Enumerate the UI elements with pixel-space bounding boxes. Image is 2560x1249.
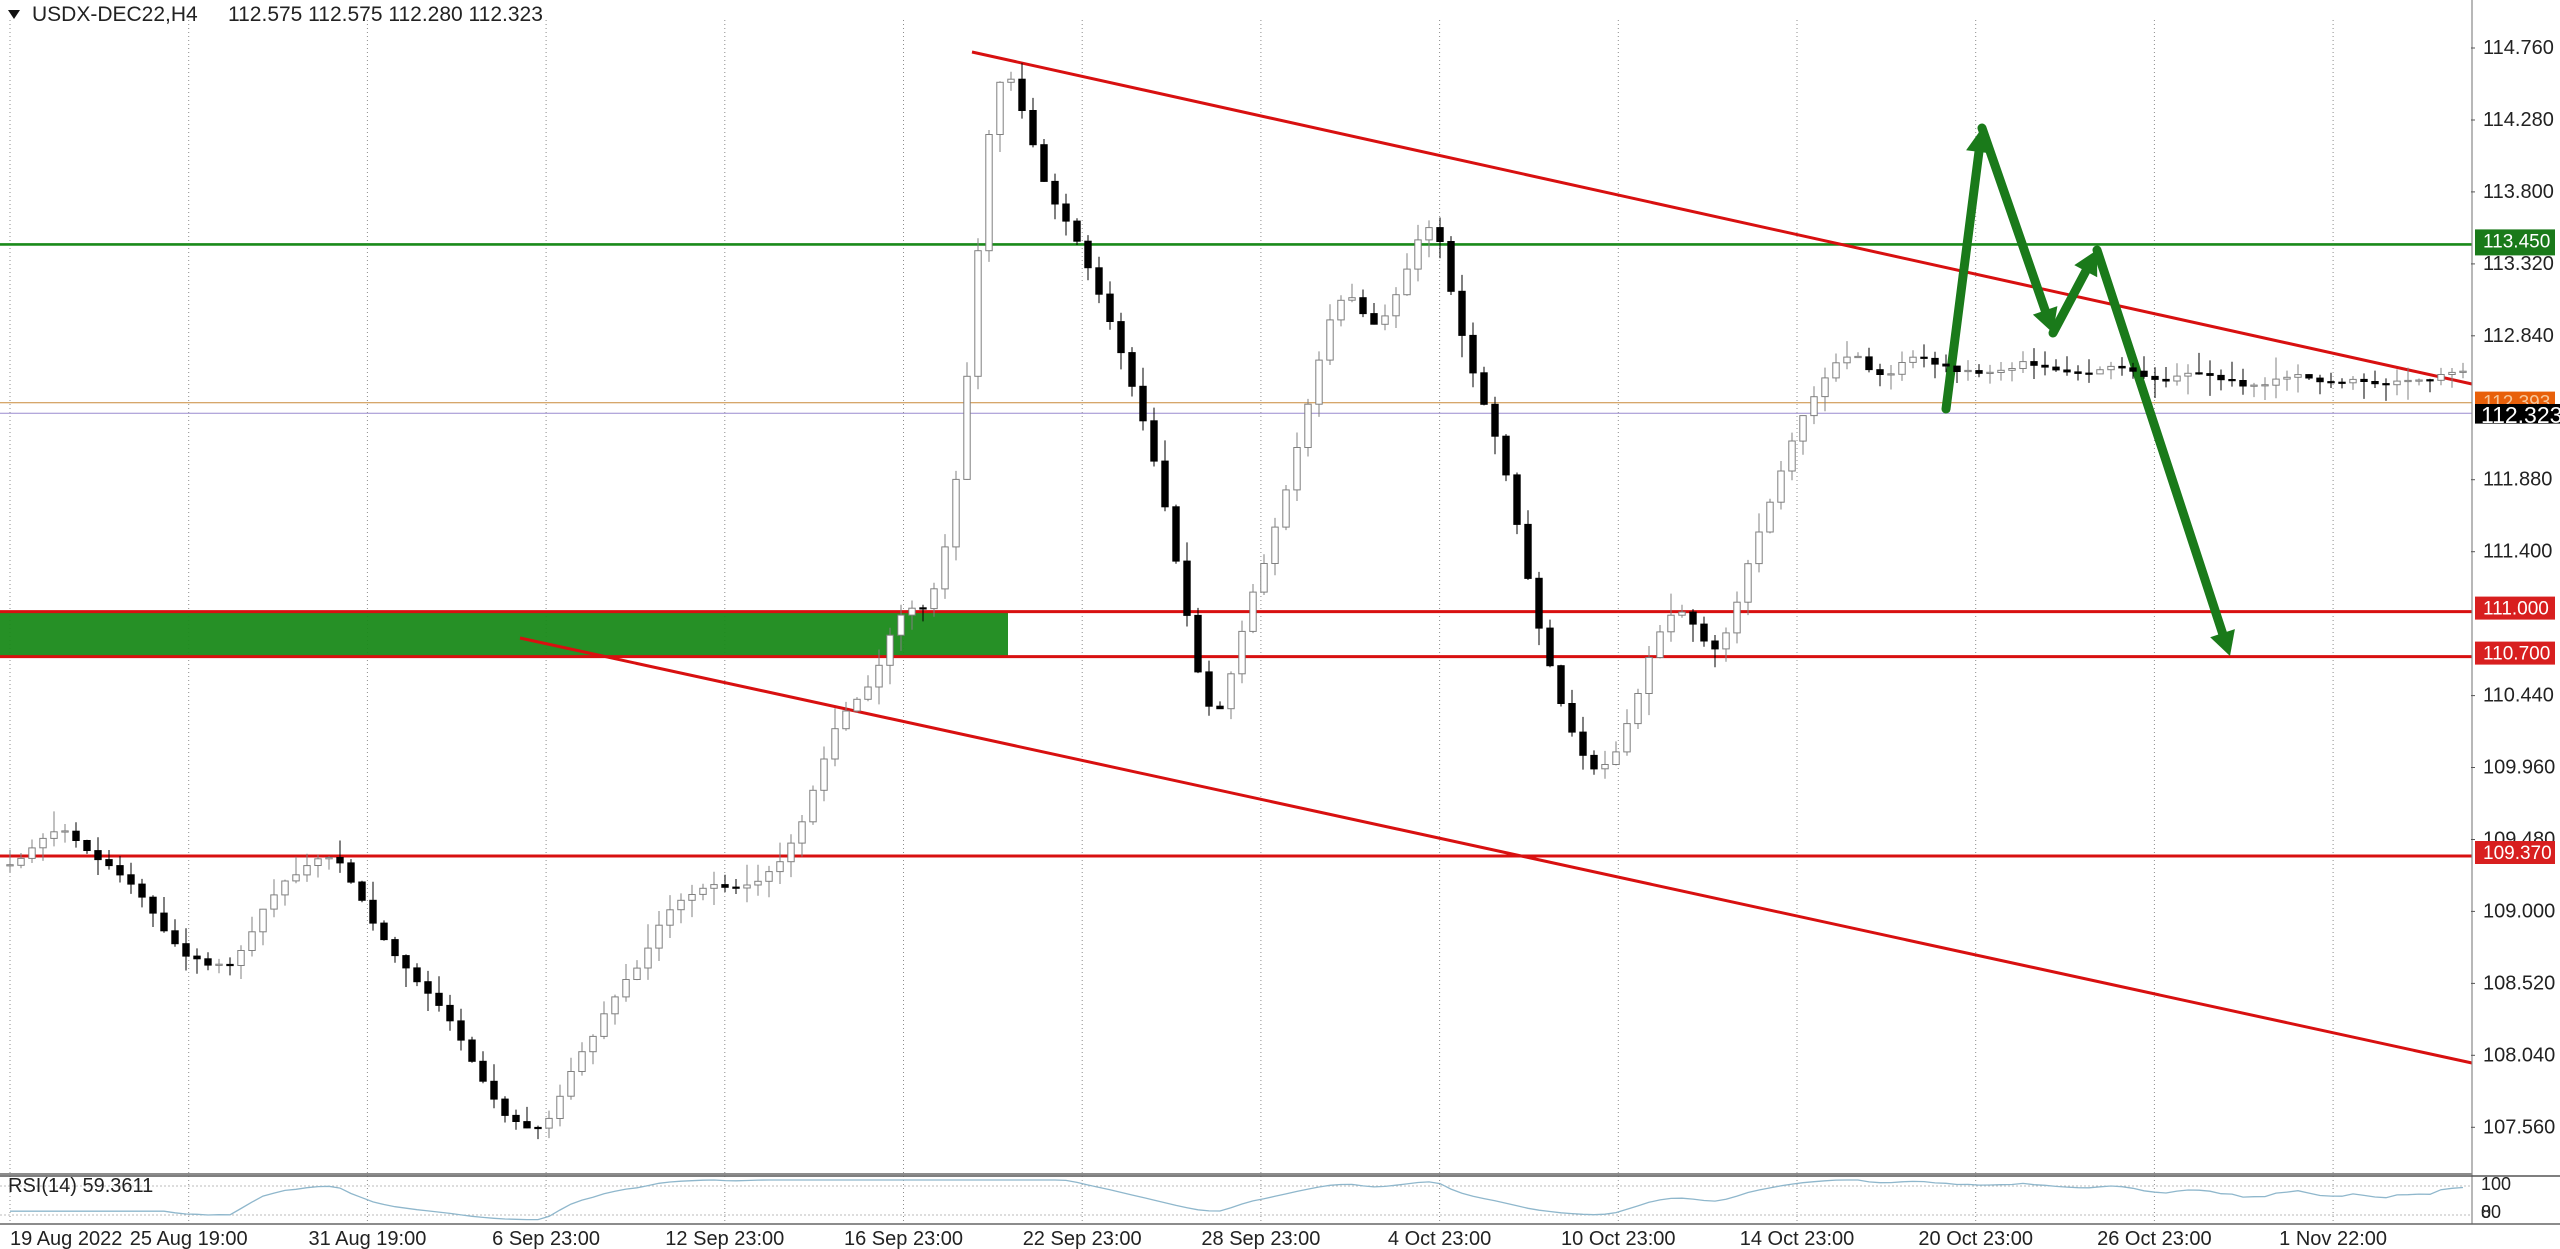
svg-text:19 Aug 2022: 19 Aug 2022 xyxy=(10,1228,122,1249)
svg-text:22 Sep 23:00: 22 Sep 23:00 xyxy=(1023,1228,1142,1249)
svg-text:113.450: 113.450 xyxy=(2483,231,2550,252)
svg-text:109.000: 109.000 xyxy=(2483,900,2555,922)
svg-text:26 Oct 23:00: 26 Oct 23:00 xyxy=(2097,1228,2212,1249)
svg-text:16 Sep 23:00: 16 Sep 23:00 xyxy=(844,1228,963,1249)
svg-text:111.400: 111.400 xyxy=(2483,541,2552,563)
svg-text:113.320: 113.320 xyxy=(2483,253,2554,275)
svg-text:100: 100 xyxy=(2481,1174,2511,1194)
svg-text:4 Oct 23:00: 4 Oct 23:00 xyxy=(1388,1228,1491,1249)
svg-text:112.840: 112.840 xyxy=(2483,325,2554,347)
svg-text:RSI(14) 59.3611: RSI(14) 59.3611 xyxy=(8,1175,153,1197)
svg-text:80: 80 xyxy=(2481,1202,2501,1222)
svg-text:111.880: 111.880 xyxy=(2483,469,2552,491)
svg-text:20 Oct 23:00: 20 Oct 23:00 xyxy=(1918,1228,2033,1249)
svg-text:10 Oct 23:00: 10 Oct 23:00 xyxy=(1561,1228,1676,1249)
svg-text:108.040: 108.040 xyxy=(2483,1044,2555,1066)
svg-text:112.323: 112.323 xyxy=(2481,402,2560,428)
svg-text:28 Sep 23:00: 28 Sep 23:00 xyxy=(1201,1228,1320,1249)
svg-text:111.000: 111.000 xyxy=(2483,599,2549,620)
svg-text:USDX-DEC22,H4: USDX-DEC22,H4 xyxy=(32,3,198,26)
svg-text:108.520: 108.520 xyxy=(2483,972,2555,994)
svg-text:14 Oct 23:00: 14 Oct 23:00 xyxy=(1740,1228,1855,1249)
svg-text:110.700: 110.700 xyxy=(2483,644,2550,665)
svg-text:114.760: 114.760 xyxy=(2483,37,2554,59)
svg-text:109.370: 109.370 xyxy=(2483,843,2552,864)
svg-text:1 Nov 22:00: 1 Nov 22:00 xyxy=(2279,1228,2387,1249)
svg-text:31 Aug 19:00: 31 Aug 19:00 xyxy=(308,1228,426,1249)
svg-text:25 Aug 19:00: 25 Aug 19:00 xyxy=(130,1228,248,1249)
svg-text:12 Sep 23:00: 12 Sep 23:00 xyxy=(665,1228,784,1249)
svg-text:110.440: 110.440 xyxy=(2483,685,2554,707)
svg-text:114.280: 114.280 xyxy=(2483,109,2554,131)
svg-text:113.800: 113.800 xyxy=(2483,181,2554,203)
svg-text:6 Sep 23:00: 6 Sep 23:00 xyxy=(492,1228,600,1249)
svg-text:107.560: 107.560 xyxy=(2483,1116,2555,1138)
svg-text:112.575 112.575 112.280 112.32: 112.575 112.575 112.280 112.323 xyxy=(228,3,543,26)
svg-text:109.960: 109.960 xyxy=(2483,757,2555,779)
